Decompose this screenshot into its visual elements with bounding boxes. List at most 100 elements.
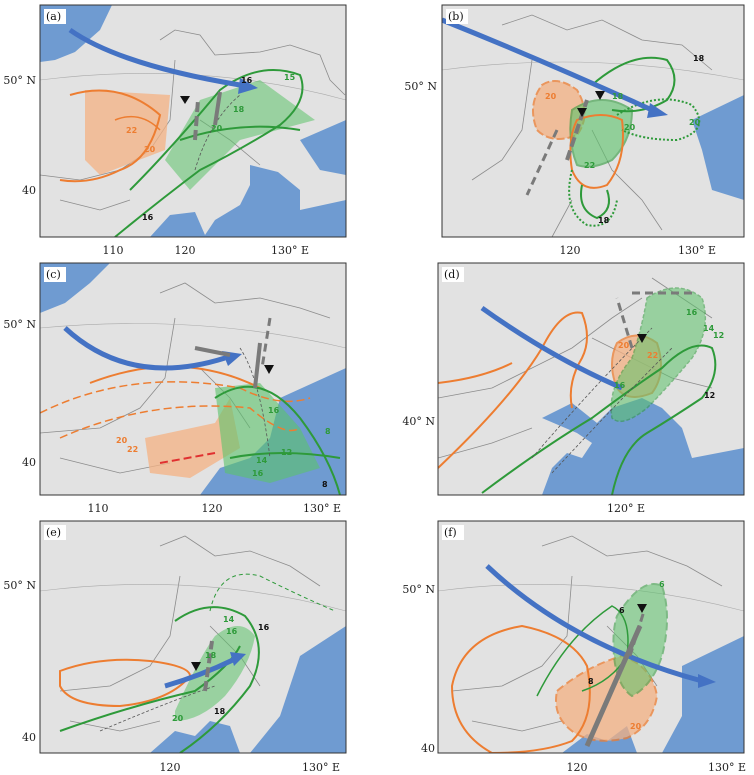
gray-dashed-contour [239,347,271,459]
panel-d-svg: 16 14 12 20 22 16 12 (d) 40° N 120° E [402,262,745,515]
lon-label-120: 120 [175,244,196,257]
contour-label-3: 16 [226,627,238,636]
lat-label-40: 40 [421,742,435,755]
contour-label-5: 20 [172,714,184,723]
lon-label-120: 120 [160,761,181,774]
jet-stream-arrow [164,656,237,689]
lat-label-50: 50° N [3,579,36,592]
green-contour [591,56,676,113]
latitude-line [438,584,744,612]
panel-tag-box [44,9,66,24]
green-shaded-area [175,626,255,721]
jet-stream-arrow [480,305,623,391]
gray-dashed-contour-2 [551,347,673,474]
contour-label-6: 18 [214,707,226,716]
lon-label-130: 130° E [708,761,746,774]
vortex-marker [264,365,274,374]
sea-of-japan [300,120,346,175]
gray-trough-arrow-2 [213,91,222,126]
gray-dashed-contour [531,327,653,459]
gray-dashed-trough [260,317,272,369]
sea-area [150,721,240,753]
lat-label-40: 40 [22,184,36,197]
lon-label-130: 130° E [271,244,309,257]
lon-label-130: 130° E [302,761,340,774]
green-contour [214,385,341,495]
panel-tag: (c) [46,268,61,281]
latitude-line [442,61,744,81]
contour-label-8: 8 [322,480,328,489]
panel-c-svg: 20 22 16 14 12 16 8 8 (c) 50° N 40 110 1… [3,262,347,515]
gray-dashed-trough [628,610,646,657]
jet-arrowhead [698,674,716,688]
contour-label-6: 16 [614,381,626,390]
panel-tag-box [44,525,66,540]
gray-trough-arrow [203,640,214,692]
latitude-line [40,323,346,349]
lat-label-50: 50° N [404,80,437,93]
lon-label-110: 110 [103,244,124,257]
contour-label-1: 20 [116,436,128,445]
province-borders [451,535,723,732]
lat-label-50: 50° N [3,74,36,87]
contour-label-1: 6 [659,580,665,589]
green-shaded-area [215,383,320,483]
orange-shaded-area [145,398,240,478]
contour-label-3: 8 [588,677,594,686]
jet-arrowhead [238,78,258,94]
green-contour-small [580,184,610,220]
contour-label-3: 18 [612,92,624,101]
panel-a-svg: 16 15 18 20 22 20 16 (a) 50° N 40 110 12… [3,4,347,257]
lon-label-110: 110 [88,502,109,515]
panel-tag: (d) [444,268,460,281]
lon-label-120: 120° E [607,502,645,515]
contour-label-4: 18 [205,651,217,660]
contour-label-7: 18 [598,216,610,225]
contour-label-5: 20 [689,118,701,127]
contour-label-2: 20 [545,92,557,101]
panel-tag: (f) [444,526,457,539]
lon-label-130: 130° E [678,244,716,257]
contour-label-2: 15 [284,73,296,82]
red-dashed-line [159,452,216,464]
province-borders [471,14,713,237]
panel-tag: (b) [448,10,464,23]
map-frame [437,520,745,754]
lon-label-130: 130° E [303,502,341,515]
contour-label-4: 14 [256,456,268,465]
jet-arrowhead [230,652,246,666]
contour-label-3: 16 [268,406,280,415]
jet-arrowhead [647,103,668,118]
gray-trough-arrow [565,99,589,161]
gray-trough-arrow [193,99,200,141]
contour-label-7: 12 [704,391,715,400]
contour-label-6: 22 [584,161,595,170]
vortex-marker-2 [577,108,587,117]
contour-label-2: 14 [703,324,715,333]
orange-shaded-area [85,90,170,175]
lat-label-50: 50° N [3,318,36,331]
contour-label-6: 20 [144,145,156,154]
contour-label-5: 22 [126,126,137,135]
orange-contour-inner [114,115,161,131]
lon-label-120: 120 [567,761,588,774]
map-panel-b: 18 20 18 20 20 22 18 (b) 50° N 120 130° … [392,0,754,257]
map-frame [441,4,745,238]
map-panel-d: 16 14 12 20 22 16 12 (d) 40° N 120° E [392,258,754,516]
contour-label-3: 12 [713,331,724,340]
contour-label-2: 22 [127,445,138,454]
green-contour [536,605,629,697]
contour-label-7: 8 [325,427,331,436]
jet-stream-arrow [63,326,226,371]
contour-label-6: 16 [252,469,264,478]
green-contour [481,344,717,495]
panel-f-svg: 6 6 8 20 (f) 50° N 40 120 130° E [402,520,746,774]
green-dotted-contour [616,98,701,142]
gray-trough-arrow [194,346,231,357]
contour-label-1: 14 [223,615,235,624]
land-ne [652,5,744,40]
contour-label-7: 16 [142,213,154,222]
contour-label-4: 20 [630,722,642,731]
province-borders [40,282,331,474]
sea-of-japan [250,626,346,753]
